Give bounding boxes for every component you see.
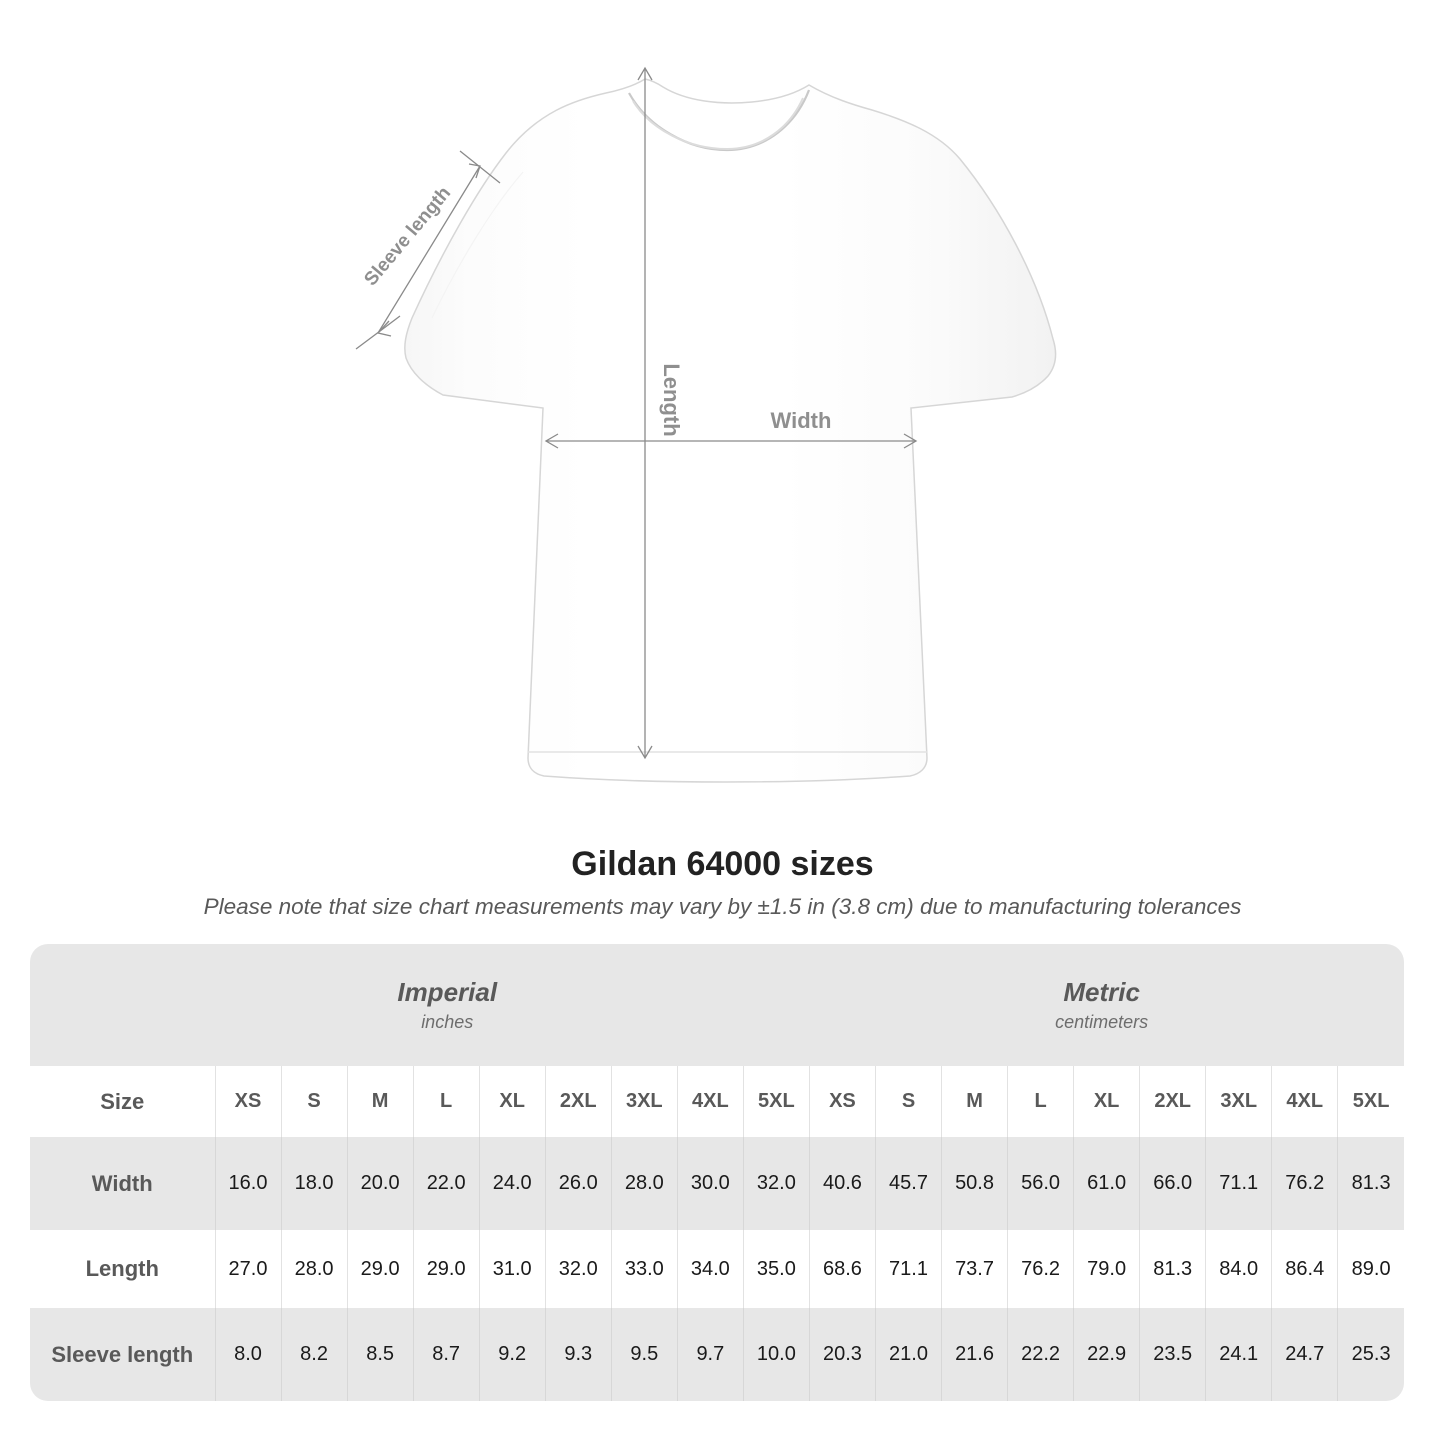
svg-text:Length: Length <box>659 363 684 436</box>
svg-text:Width: Width <box>771 408 832 433</box>
